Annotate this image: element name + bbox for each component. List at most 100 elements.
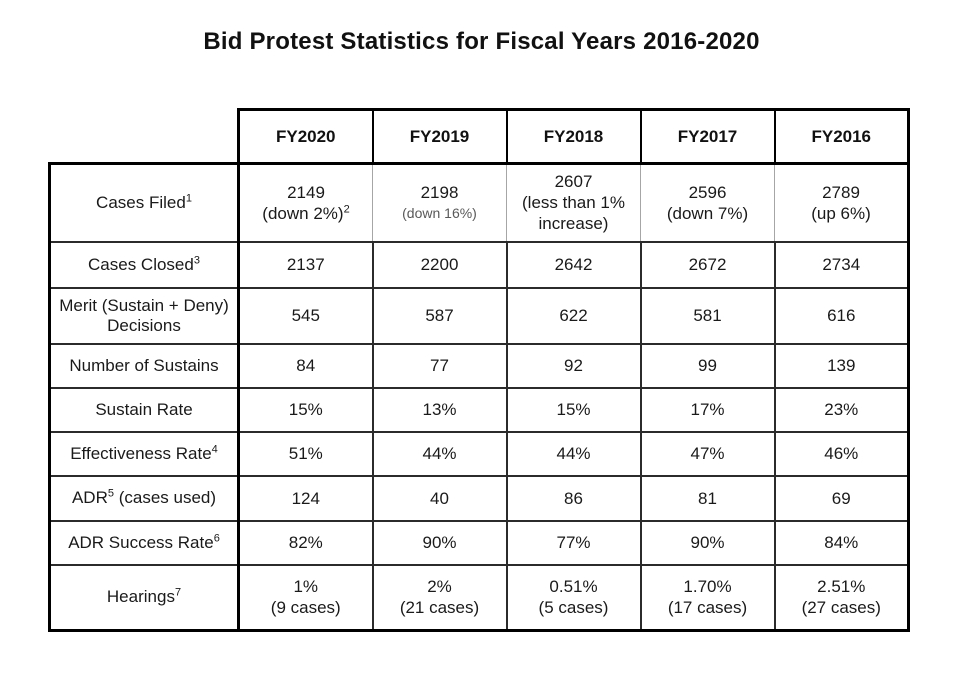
data-cell: 2607 (less than 1% increase)	[506, 162, 641, 243]
row-label: Cases Filed1	[48, 162, 240, 243]
cell-value: 82%	[288, 533, 323, 552]
data-cell: 2.51% (27 cases)	[773, 563, 910, 632]
cell-value: 2672	[688, 255, 727, 274]
data-cell: 51%	[237, 430, 374, 477]
data-cell: 545	[237, 286, 374, 345]
cell-value: 2200	[420, 255, 459, 274]
footnote-superscript: 2	[343, 203, 350, 216]
cell-value: 2%	[427, 577, 452, 597]
cell-value: 15%	[556, 400, 591, 419]
cell-value: 2642	[554, 255, 593, 274]
cell-value: 15%	[288, 400, 323, 419]
cell-value: 0.51%	[549, 577, 598, 597]
cell-value: 84%	[824, 533, 859, 552]
table-row-sustain-rate: Sustain Rate 15% 13% 15% 17% 23%	[48, 386, 910, 433]
row-label: Merit (Sustain + Deny) Decisions	[48, 286, 240, 345]
data-cell: 0.51% (5 cases)	[505, 563, 642, 632]
data-cell: 2642	[505, 240, 642, 289]
cell-note: (27 cases)	[801, 598, 881, 618]
cell-value: 23%	[824, 400, 859, 419]
data-cell: 2734	[773, 240, 910, 289]
table-row-cases-filed: Cases Filed1 2149 (down 2%)2 2198 (down …	[48, 162, 910, 243]
cell-value: 1.70%	[683, 577, 732, 597]
table-row-adr-success-rate: ADR Success Rate6 82% 90% 77% 90% 84%	[48, 519, 910, 566]
data-cell: 84%	[773, 519, 910, 566]
year-header-row: FY2020 FY2019 FY2018 FY2017 FY2016	[50, 108, 910, 165]
row-label-text: Sustain Rate	[95, 399, 193, 419]
cell-value: 2137	[286, 255, 325, 274]
cell-value: 90%	[422, 533, 457, 552]
cell-value: 587	[425, 306, 454, 325]
row-label-text: ADR Success Rate	[68, 532, 214, 552]
cell-value: 13%	[422, 400, 457, 419]
data-cell: 77%	[505, 519, 642, 566]
data-cell: 2149 (down 2%)2	[238, 162, 373, 243]
cell-value: 77	[430, 356, 449, 375]
year-header-fy2016: FY2016	[773, 108, 910, 165]
cell-value: 2789	[822, 182, 860, 202]
cell-value: 2607	[554, 172, 593, 192]
data-cell: 15%	[505, 386, 642, 433]
data-cell: 86	[505, 474, 642, 522]
data-cell: 587	[371, 286, 508, 345]
data-cell: 90%	[639, 519, 776, 566]
page-title: Bid Protest Statistics for Fiscal Years …	[203, 28, 760, 55]
statistics-table: FY2020 FY2019 FY2018 FY2017 FY2016 Cases…	[48, 108, 910, 632]
cell-value: 2734	[822, 255, 861, 274]
cell-value: 545	[291, 306, 320, 325]
table-row-cases-closed: Cases Closed3 2137 2200 2642 2672 2734	[48, 240, 910, 289]
cell-value: 139	[827, 356, 856, 375]
table-row-hearings: Hearings7 1% (9 cases) 2% (21 cases) 0.5…	[48, 563, 910, 632]
data-cell: 17%	[639, 386, 776, 433]
data-cell: 44%	[371, 430, 508, 477]
cell-note: (less than 1% increase)	[522, 193, 625, 234]
data-cell: 2200	[371, 240, 508, 289]
cell-value: 69	[831, 488, 851, 508]
data-cell: 90%	[371, 519, 508, 566]
cell-value: 46%	[824, 444, 859, 463]
year-header-fy2019: FY2019	[371, 108, 508, 165]
data-cell: 616	[773, 286, 910, 345]
data-cell: 40	[371, 474, 508, 522]
row-label-text: Number of Sustains	[69, 355, 219, 375]
cell-value: 51%	[288, 444, 323, 463]
cell-value: 44%	[422, 444, 457, 463]
data-cell: 44%	[505, 430, 642, 477]
data-cell: 69	[773, 474, 910, 522]
data-cell: 1.70% (17 cases)	[639, 563, 776, 632]
cell-value: 2596	[688, 182, 727, 202]
cell-note: (down 16%)	[402, 204, 477, 221]
cell-note: (9 cases)	[270, 598, 341, 618]
data-cell: 2198 (down 16%)	[372, 162, 507, 243]
footnote-superscript: 7	[174, 586, 182, 599]
data-cell: 46%	[773, 430, 910, 477]
cell-value: 47%	[690, 444, 725, 463]
data-cell: 2% (21 cases)	[371, 563, 508, 632]
row-label-text: Effectiveness Rate	[70, 443, 212, 463]
cell-value: 124	[291, 488, 320, 508]
data-cell: 2137	[237, 240, 374, 289]
footnote-superscript: 6	[213, 531, 220, 544]
footnote-superscript: 3	[193, 253, 200, 266]
data-cell: 84	[237, 342, 374, 389]
year-header-fy2020: FY2020	[237, 108, 374, 165]
data-cell: 81	[639, 474, 776, 522]
cell-value: 84	[296, 356, 316, 375]
cell-note: (down 7%)	[666, 203, 749, 223]
cell-value: 1%	[293, 577, 319, 597]
data-cell: 23%	[773, 386, 910, 433]
data-cell: 2672	[639, 240, 776, 289]
row-label: Sustain Rate	[48, 386, 240, 433]
footnote-superscript: 1	[185, 192, 192, 205]
row-label-text: Hearings	[106, 587, 175, 607]
row-label-text: (cases used)	[113, 488, 217, 507]
table-row-merit-decisions: Merit (Sustain + Deny) Decisions 545 587…	[48, 286, 910, 345]
footnote-superscript: 4	[211, 442, 218, 455]
cell-value: 17%	[690, 400, 725, 419]
data-cell: 15%	[237, 386, 374, 433]
data-cell: 581	[639, 286, 776, 345]
row-label: Number of Sustains	[48, 342, 240, 389]
cell-value: 2149	[287, 182, 325, 202]
cell-note: (up 6%)	[811, 203, 871, 223]
